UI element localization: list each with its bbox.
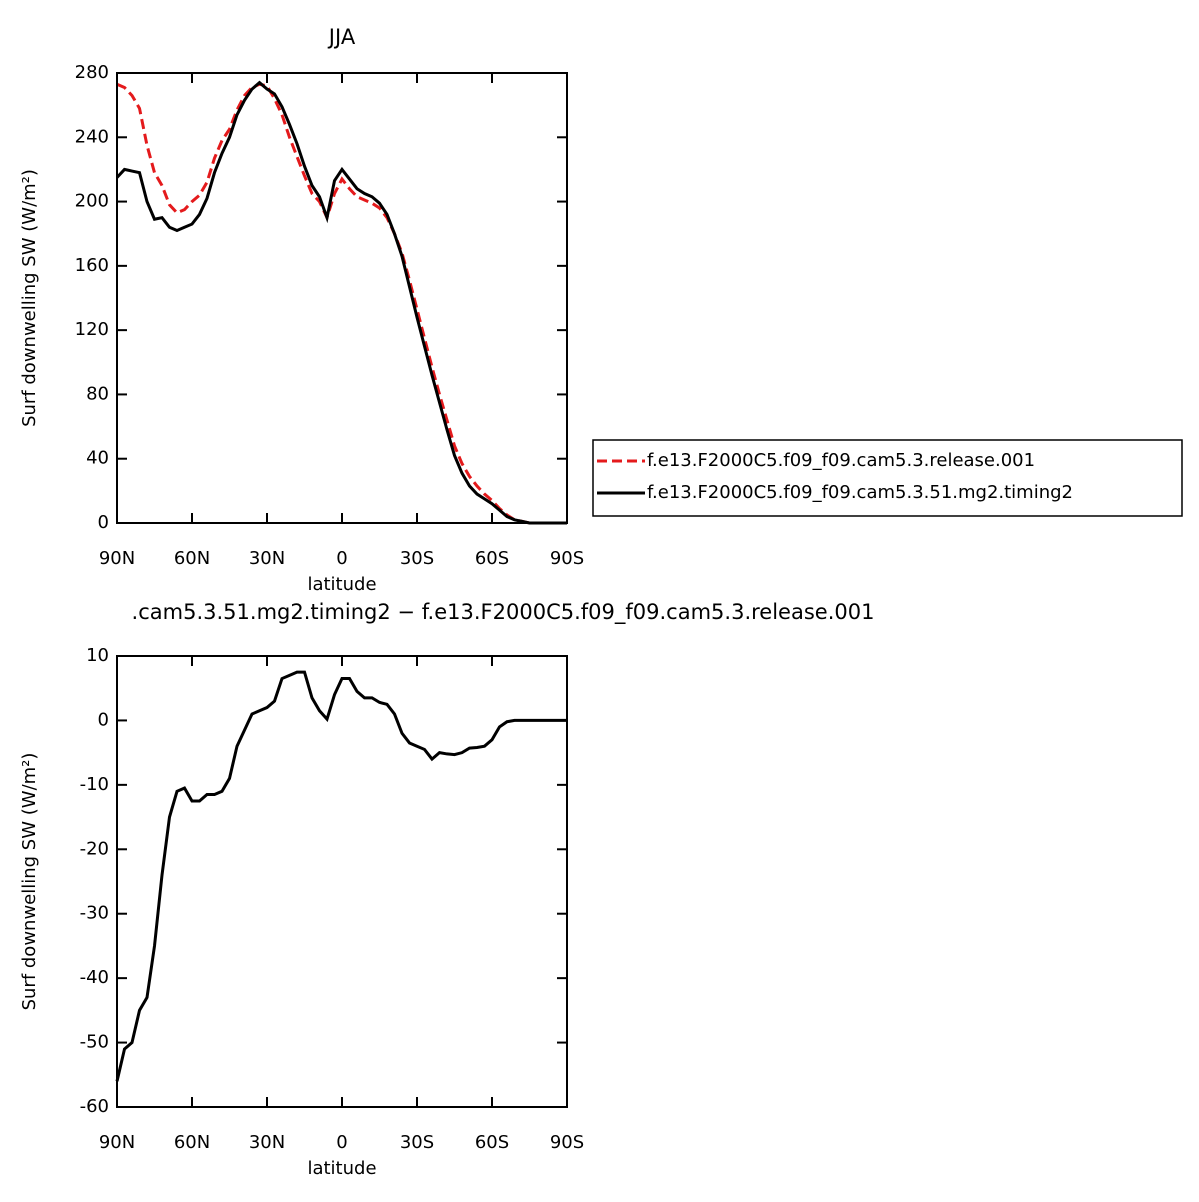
y-axis-label: Surf downwelling SW (W/m²) bbox=[19, 169, 40, 427]
x-tick-label: 0 bbox=[336, 1132, 347, 1153]
x-tick-label: 30N bbox=[249, 548, 285, 569]
legend-box bbox=[592, 439, 1183, 517]
x-tick-label: 60N bbox=[174, 548, 210, 569]
y-tick-label: 160 bbox=[75, 255, 109, 276]
x-tick-label: 30S bbox=[400, 548, 434, 569]
x-tick-label: 60S bbox=[475, 548, 509, 569]
y-tick-label: 0 bbox=[98, 709, 109, 730]
y-tick-label: 120 bbox=[75, 319, 109, 340]
x-tick-label: 90S bbox=[550, 1132, 584, 1153]
y-axis-label: Surf downwelling SW (W/m²) bbox=[19, 753, 40, 1011]
legend-label: f.e13.F2000C5.f09_f09.cam5.3.release.001 bbox=[647, 450, 1035, 471]
y-tick-label: -10 bbox=[80, 774, 109, 795]
y-tick-label: 0 bbox=[98, 512, 109, 533]
x-tick-label: 30N bbox=[249, 1132, 285, 1153]
x-tick-label: 60N bbox=[174, 1132, 210, 1153]
data-line bbox=[115, 80, 567, 525]
x-tick-label: 90S bbox=[550, 548, 584, 569]
data-line bbox=[116, 82, 567, 525]
x-tick-label: 90N bbox=[99, 548, 135, 569]
x-tick-label: 0 bbox=[336, 548, 347, 569]
y-tick-label: 240 bbox=[75, 126, 109, 147]
x-axis-label: latitude bbox=[307, 1158, 376, 1179]
data-line bbox=[115, 670, 567, 1082]
plot-frame bbox=[116, 655, 568, 1108]
x-tick-label: 60S bbox=[475, 1132, 509, 1153]
y-tick-label: -50 bbox=[80, 1032, 109, 1053]
y-tick-label: 10 bbox=[86, 645, 109, 666]
x-tick-label: 30S bbox=[400, 1132, 434, 1153]
x-axis-label: latitude bbox=[307, 574, 376, 595]
legend-label: f.e13.F2000C5.f09_f09.cam5.3.51.mg2.timi… bbox=[647, 482, 1073, 503]
y-tick-label: 200 bbox=[75, 191, 109, 212]
y-tick-label: -60 bbox=[80, 1096, 109, 1117]
chart-title: JJA bbox=[327, 25, 356, 49]
chart-title: .cam5.3.51.mg2.timing2 − f.e13.F2000C5.f… bbox=[132, 600, 875, 625]
y-tick-label: -20 bbox=[80, 838, 109, 859]
y-tick-label: 80 bbox=[86, 383, 109, 404]
x-tick-label: 90N bbox=[99, 1132, 135, 1153]
y-tick-label: 280 bbox=[75, 62, 109, 83]
y-tick-label: -30 bbox=[80, 903, 109, 924]
plot-frame bbox=[116, 72, 568, 524]
y-tick-label: -40 bbox=[80, 967, 109, 988]
y-tick-label: 40 bbox=[86, 448, 109, 469]
